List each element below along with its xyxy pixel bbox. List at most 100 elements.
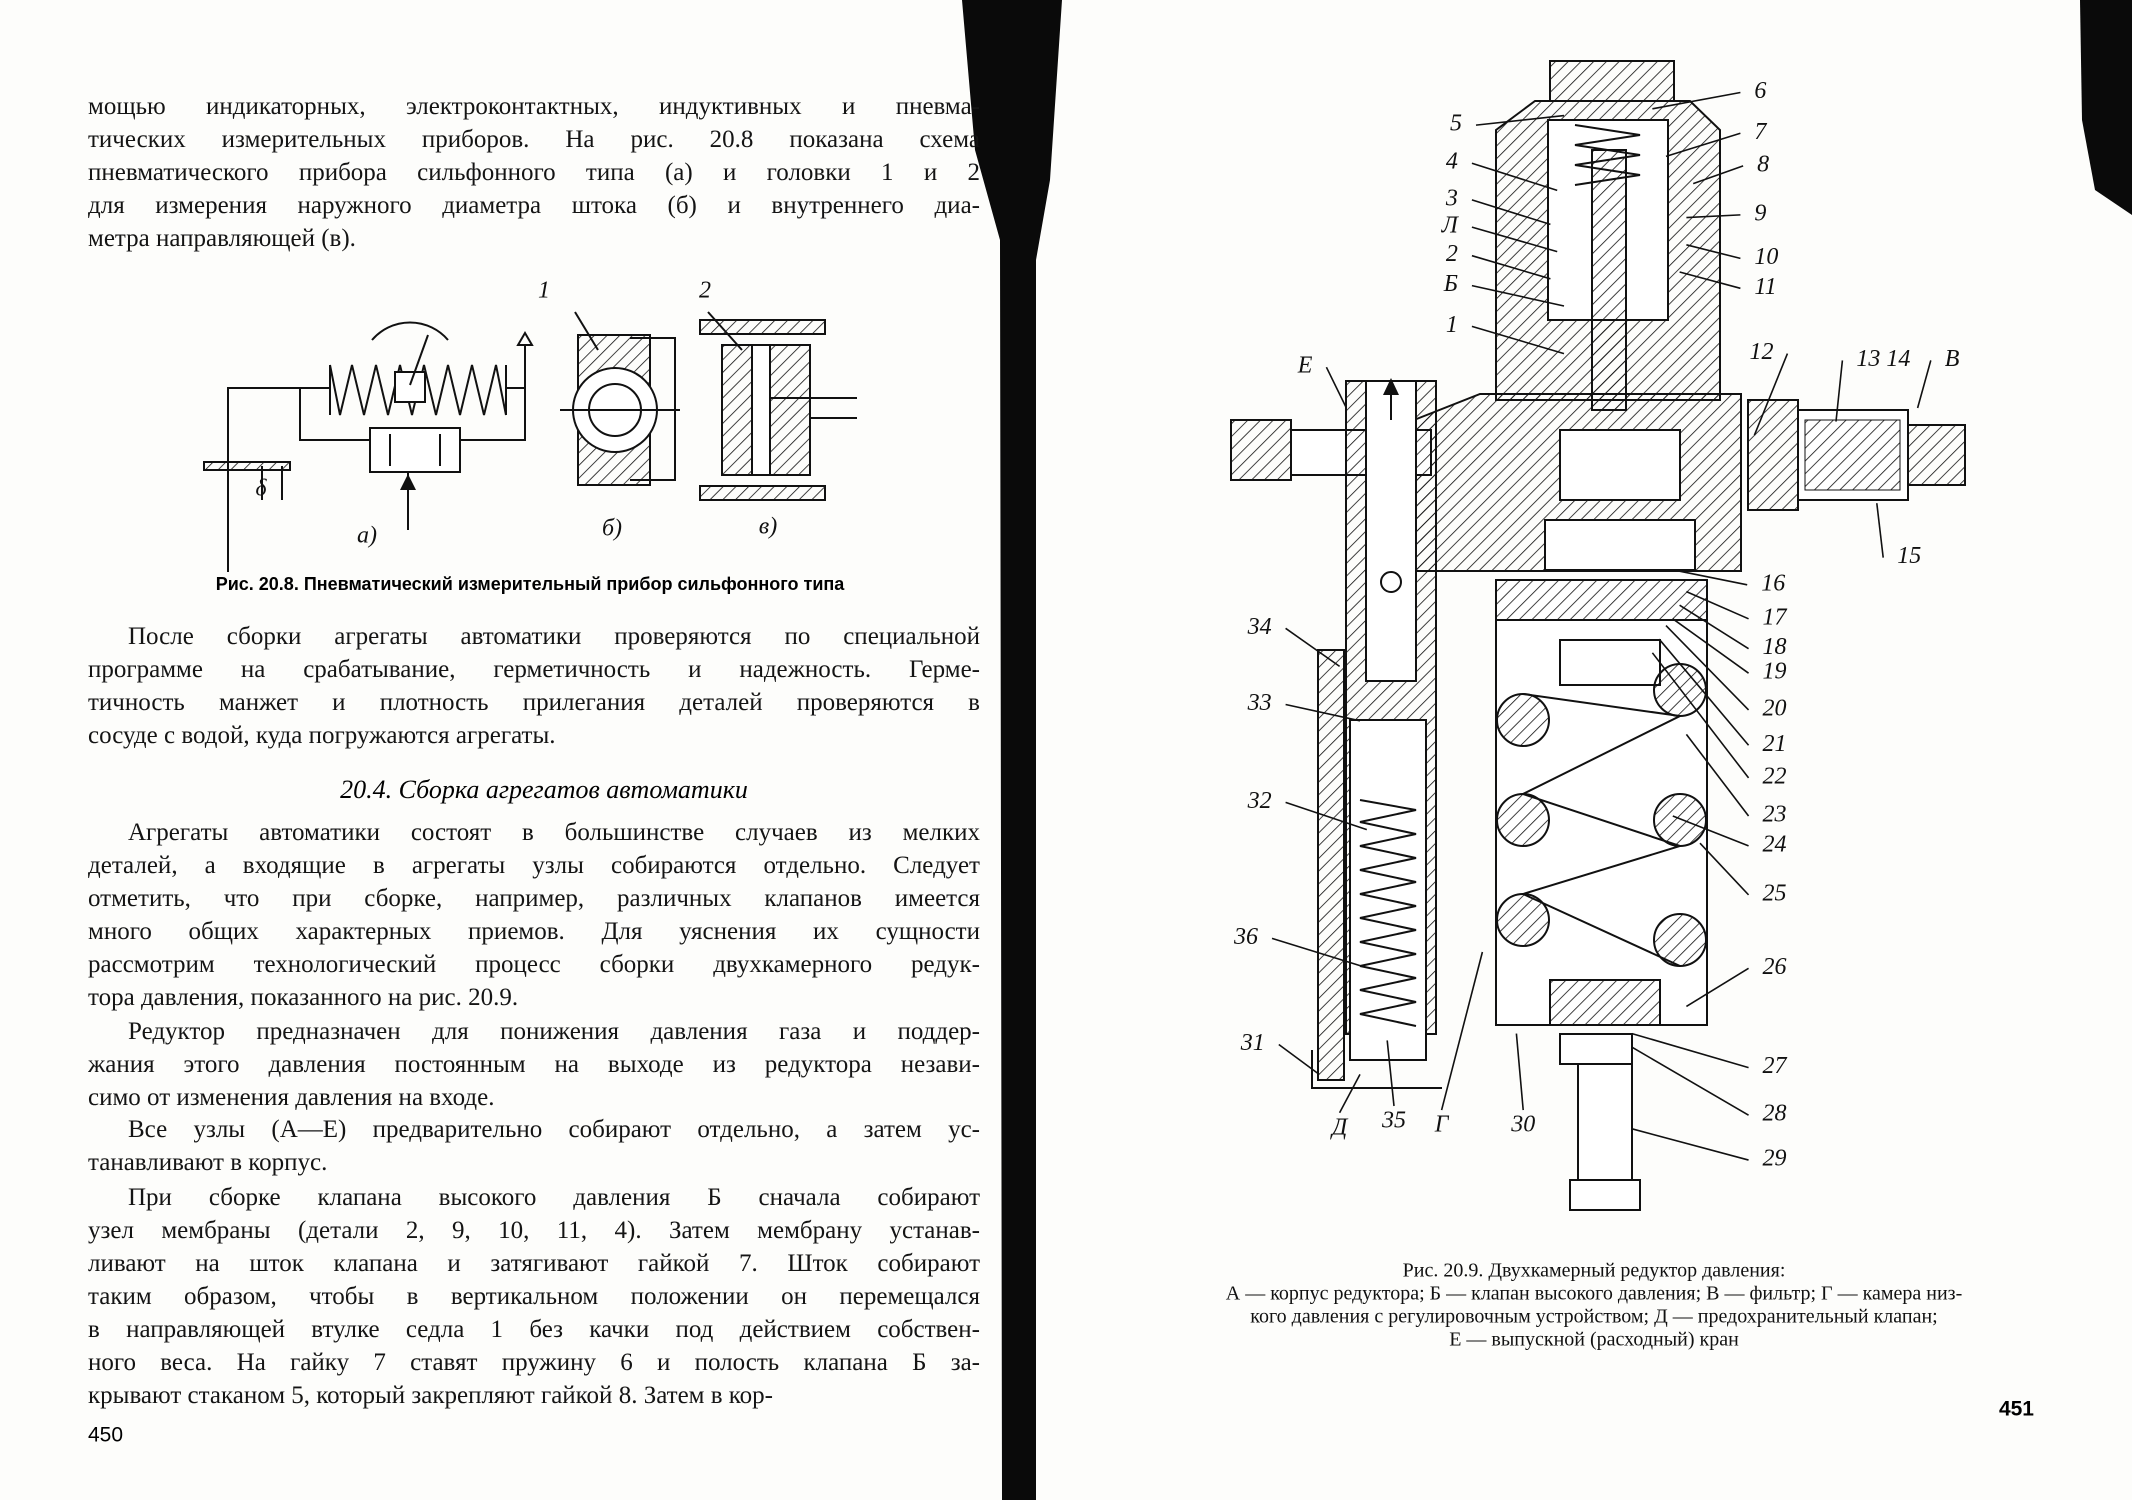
text-line: много общих характерных приемов. Для уяс… [88, 918, 980, 945]
figure-label: 22 [1763, 763, 1787, 789]
leader-line [1679, 570, 1748, 586]
figure-caption: кого давления с регулировочным устройств… [1250, 1306, 1937, 1328]
figure-label: Л [1441, 213, 1460, 239]
figure-label: 2 [699, 278, 711, 304]
figure-label: 3 [1445, 185, 1458, 211]
figure-label: 27 [1763, 1053, 1788, 1079]
text-line: После сборки агрегаты автоматики проверя… [128, 623, 980, 650]
leader-line [1285, 801, 1368, 831]
leader-line [1285, 627, 1341, 668]
figure-label: 19 [1763, 659, 1787, 685]
leader-line [1699, 842, 1750, 896]
figure-label: б) [602, 516, 622, 542]
leader-line [1631, 1128, 1749, 1161]
figure-label: 10 [1754, 244, 1778, 270]
leader-line [1471, 162, 1558, 192]
figure-label: 5 [1450, 111, 1462, 137]
figure-caption: Рис. 20.8. Пневматический измерительный … [216, 574, 846, 594]
figure-label: 35 [1381, 1108, 1406, 1134]
figure-label: 28 [1763, 1101, 1787, 1127]
figure-label: 4 [1446, 149, 1458, 175]
leader-line [1278, 1043, 1320, 1076]
leader-line [1658, 638, 1750, 746]
text-line: тических измерительных приборов. На рис.… [88, 126, 980, 153]
text-line: в направляющей втулке седла 1 без качки … [88, 1316, 980, 1343]
leader-line [1679, 271, 1741, 290]
text-line: программе на срабатывание, герметичность… [88, 656, 980, 683]
figure-label: 24 [1763, 831, 1787, 857]
text-line: жания этого давления постоянным на выход… [88, 1051, 980, 1078]
leader-line [1876, 503, 1884, 558]
main-spring [1496, 663, 1707, 967]
figure-label: а) [357, 523, 377, 549]
page-number: 450 [88, 1424, 123, 1447]
text-line: рассмотрим технологический процесс сборк… [88, 951, 980, 978]
text-line: танавливают в корпус. [88, 1149, 328, 1176]
figure-label: 32 [1247, 788, 1272, 814]
leader-line [1440, 951, 1484, 1111]
figure-label: 16 [1761, 570, 1785, 596]
figure-label: δ [255, 476, 267, 502]
text-line: крывают стаканом 5, который закрепляют г… [88, 1382, 774, 1409]
text-line: деталей, а входящие в агрегаты узлы соби… [88, 852, 980, 879]
figure-label: 8 [1757, 151, 1769, 177]
figure-label: Г [1434, 1112, 1450, 1138]
figure-label: 2 [1446, 241, 1458, 267]
leader-line [1386, 1040, 1395, 1107]
leader-line [1685, 733, 1750, 817]
figure-label: 30 [1510, 1112, 1535, 1138]
leader-line [1271, 937, 1361, 967]
leader-line [1471, 284, 1565, 307]
figure-label: 21 [1763, 731, 1787, 757]
figure-label: в) [759, 514, 777, 540]
figure-label: 26 [1763, 954, 1787, 980]
section-heading: 20.4. Сборка агрегатов автоматики [340, 775, 748, 804]
figure-label: В [1945, 346, 1960, 372]
leader-line [1916, 360, 1932, 409]
leader-line [1471, 254, 1551, 280]
figure-label: 11 [1754, 274, 1776, 300]
leader-line [1471, 199, 1551, 226]
figure-label: 29 [1763, 1146, 1787, 1172]
page-number: 451 [1999, 1398, 2034, 1421]
leader-line [1686, 244, 1741, 260]
text-line: Редуктор предназначен для понижения давл… [128, 1018, 980, 1045]
leader-line [1686, 214, 1741, 219]
text-line: тичность манжет и плотность прилегания д… [88, 689, 980, 716]
leader-line [1672, 815, 1749, 847]
figure-label: 7 [1754, 119, 1767, 145]
figure-label: 13 14 [1856, 346, 1910, 372]
figure-label: 1 [1446, 312, 1458, 338]
text-line: ливают на шток клапана и затягивают гайк… [88, 1250, 980, 1277]
text-line: Все узлы (А—Е) предварительно собирают о… [128, 1116, 980, 1143]
leader-line [1631, 1032, 1749, 1069]
leader-line [1753, 353, 1789, 436]
text-line: пневматического прибора сильфонного типа… [88, 159, 980, 186]
figure-label: 25 [1763, 880, 1787, 906]
text-line: Агрегаты автоматики состоят в большинств… [128, 819, 980, 846]
figure-label: 9 [1754, 200, 1766, 226]
text-line: узел мембраны (детали 2, 9, 10, 11, 4). … [88, 1217, 980, 1244]
figure-label: 12 [1749, 339, 1773, 365]
figure-label: 17 [1763, 604, 1788, 630]
text-line: метра направляющей (в). [88, 225, 356, 252]
leader-line [1631, 1046, 1749, 1116]
leader-line [1515, 1033, 1524, 1111]
figure-label: 15 [1897, 543, 1921, 569]
text-line: При сборке клапана высокого давления Б с… [128, 1184, 980, 1211]
figure-label: 33 [1247, 690, 1272, 716]
leader-line [1652, 91, 1741, 110]
text-line: мощью индикаторных, электроконтактных, и… [88, 93, 980, 120]
text-line: симо от изменения давления на входе. [88, 1084, 495, 1111]
leader-line [1471, 325, 1565, 355]
figure-caption: Рис. 20.9. Двухкамерный редуктор давлени… [1403, 1260, 1786, 1282]
figure-20-9 [1230, 60, 1966, 1211]
figure-label: 23 [1763, 802, 1787, 828]
figure-caption: Е — выпускной (расходный) кран [1449, 1329, 1739, 1351]
text-line: отметить, что при сборке, например, разл… [88, 885, 980, 912]
leader-line [1471, 226, 1558, 253]
figure-label: 6 [1754, 78, 1766, 104]
text-line: сосуде с водой, куда погружаются агрегат… [88, 722, 556, 749]
